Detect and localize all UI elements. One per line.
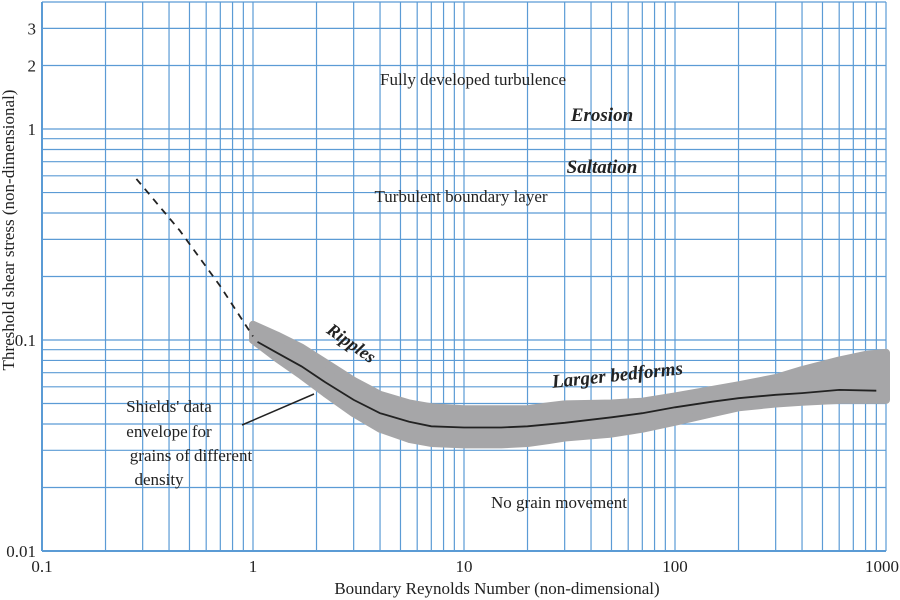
y-tick-label: 1 <box>28 120 37 139</box>
x-tick-label: 100 <box>662 557 688 576</box>
x-tick-label: 0.1 <box>31 557 52 576</box>
threshold-curve <box>257 341 877 429</box>
axes <box>41 2 886 552</box>
x-tick-label: 1 <box>249 557 258 576</box>
y-axis-title: Threshold shear stress (non-dimensional) <box>0 90 18 371</box>
envelope-layer <box>249 320 890 449</box>
series-layer <box>135 178 877 429</box>
label-shields-data-line2: envelope for <box>126 422 212 441</box>
label-fully-developed-turbulence: Fully developed turbulence <box>380 70 566 89</box>
label-shields-data-line1: Shields' data <box>126 397 212 416</box>
label-no-grain-movement: No grain movement <box>491 493 627 512</box>
label-saltation: Saltation <box>567 157 638 178</box>
y-tick-label: 2 <box>28 57 37 76</box>
y-tick-label: 0.1 <box>15 331 36 350</box>
shields-data-envelope <box>249 320 890 449</box>
shields-data-leader-line <box>241 393 315 426</box>
label-turbulent-boundary-layer: Turbulent boundary layer <box>374 187 547 206</box>
label-shields-data-line4: density <box>134 470 184 489</box>
x-axis-title: Boundary Reynolds Number (non-dimensiona… <box>334 579 659 598</box>
x-tick-label: 1000 <box>865 557 899 576</box>
x-tick-label: 10 <box>456 557 473 576</box>
y-tick-label: 3 <box>28 19 37 38</box>
label-erosion: Erosion <box>570 105 633 126</box>
y-tick-label: 0.01 <box>6 542 36 561</box>
label-shields-data-line3: grains of different <box>130 446 253 465</box>
